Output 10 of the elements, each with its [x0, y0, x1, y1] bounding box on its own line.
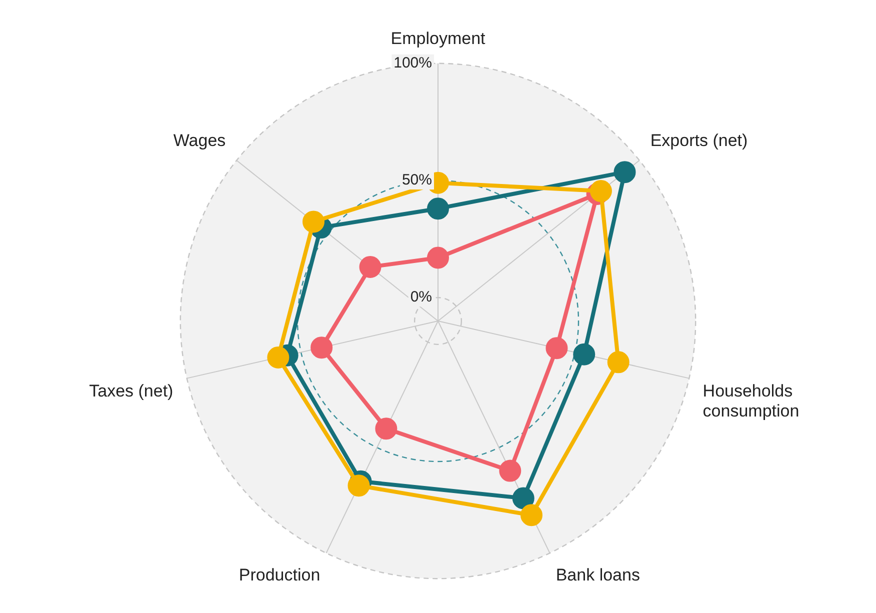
spoke-label: Taxes (net)	[89, 381, 174, 400]
spoke-label: Households consumption	[702, 381, 800, 421]
y-tick-label: 50%	[402, 172, 432, 189]
spoke-label: Wages	[173, 131, 226, 150]
y-tick-label: 100%	[394, 54, 432, 72]
spoke-label: Bank loans	[556, 566, 640, 585]
spoke-label: Production	[238, 566, 320, 585]
spoke-label: Exports (net)	[650, 131, 748, 150]
spoke-label: Employment	[390, 28, 486, 48]
y-tick-label: 0%	[410, 288, 432, 306]
